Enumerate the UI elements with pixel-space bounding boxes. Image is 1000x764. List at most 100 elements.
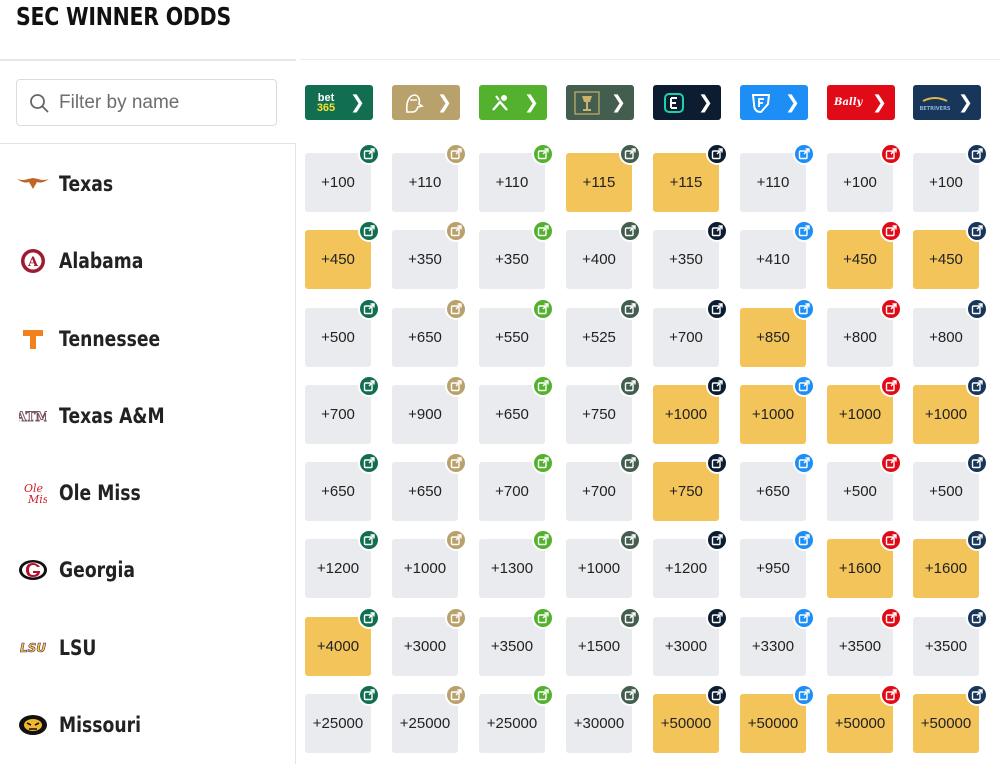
share-icon[interactable] <box>619 684 641 706</box>
share-icon[interactable] <box>793 143 815 165</box>
share-icon[interactable] <box>966 298 988 320</box>
share-icon[interactable] <box>619 220 641 242</box>
share-icon[interactable] <box>532 684 554 706</box>
odds-cell[interactable]: +750 <box>566 375 641 444</box>
team-row[interactable]: Georgia <box>0 540 296 600</box>
odds-cell[interactable]: +100 <box>913 143 988 212</box>
share-icon[interactable] <box>966 220 988 242</box>
share-icon[interactable] <box>706 607 728 629</box>
sportsbook-button[interactable]: BETRIVERS ❯ <box>913 85 981 120</box>
share-icon[interactable] <box>445 143 467 165</box>
odds-cell[interactable]: +30000 <box>566 684 641 753</box>
team-row[interactable]: Missouri <box>0 695 296 755</box>
share-icon[interactable] <box>445 529 467 551</box>
odds-cell[interactable]: +650 <box>479 375 554 444</box>
share-icon[interactable] <box>706 298 728 320</box>
share-icon[interactable] <box>445 298 467 320</box>
odds-cell[interactable]: +500 <box>305 298 380 367</box>
odds-cell[interactable]: +1000 <box>566 529 641 598</box>
share-icon[interactable] <box>706 375 728 397</box>
share-icon[interactable] <box>445 607 467 629</box>
share-icon[interactable] <box>793 529 815 551</box>
odds-cell[interactable]: +110 <box>479 143 554 212</box>
share-icon[interactable] <box>619 298 641 320</box>
share-icon[interactable] <box>793 375 815 397</box>
odds-cell[interactable]: +110 <box>392 143 467 212</box>
share-icon[interactable] <box>358 684 380 706</box>
filter-input[interactable] <box>59 91 259 114</box>
share-icon[interactable] <box>532 529 554 551</box>
share-icon[interactable] <box>880 220 902 242</box>
odds-cell[interactable]: +50000 <box>740 684 815 753</box>
odds-cell[interactable]: +1200 <box>653 529 728 598</box>
odds-cell[interactable]: +115 <box>566 143 641 212</box>
share-icon[interactable] <box>793 452 815 474</box>
share-icon[interactable] <box>532 375 554 397</box>
share-icon[interactable] <box>358 143 380 165</box>
share-icon[interactable] <box>793 220 815 242</box>
odds-cell[interactable]: +1600 <box>827 529 902 598</box>
odds-cell[interactable]: +350 <box>479 220 554 289</box>
odds-cell[interactable]: +110 <box>740 143 815 212</box>
share-icon[interactable] <box>358 529 380 551</box>
odds-cell[interactable]: +410 <box>740 220 815 289</box>
odds-cell[interactable]: +700 <box>479 452 554 521</box>
share-icon[interactable] <box>793 684 815 706</box>
odds-cell[interactable]: +3500 <box>479 607 554 676</box>
share-icon[interactable] <box>706 143 728 165</box>
odds-cell[interactable]: +3000 <box>653 607 728 676</box>
share-icon[interactable] <box>358 375 380 397</box>
share-icon[interactable] <box>966 607 988 629</box>
share-icon[interactable] <box>880 143 902 165</box>
odds-cell[interactable]: +50000 <box>827 684 902 753</box>
odds-cell[interactable]: +25000 <box>305 684 380 753</box>
odds-cell[interactable]: +650 <box>305 452 380 521</box>
odds-cell[interactable]: +3300 <box>740 607 815 676</box>
odds-cell[interactable]: +3500 <box>827 607 902 676</box>
odds-cell[interactable]: +650 <box>740 452 815 521</box>
share-icon[interactable] <box>706 452 728 474</box>
odds-cell[interactable]: +700 <box>653 298 728 367</box>
share-icon[interactable] <box>619 607 641 629</box>
odds-cell[interactable]: +700 <box>566 452 641 521</box>
odds-cell[interactable]: +400 <box>566 220 641 289</box>
share-icon[interactable] <box>445 452 467 474</box>
share-icon[interactable] <box>445 220 467 242</box>
odds-cell[interactable]: +850 <box>740 298 815 367</box>
odds-cell[interactable]: +1500 <box>566 607 641 676</box>
share-icon[interactable] <box>966 529 988 551</box>
odds-cell[interactable]: +800 <box>913 298 988 367</box>
odds-cell[interactable]: +25000 <box>392 684 467 753</box>
odds-cell[interactable]: +450 <box>827 220 902 289</box>
odds-cell[interactable]: +50000 <box>653 684 728 753</box>
share-icon[interactable] <box>445 375 467 397</box>
share-icon[interactable] <box>880 607 902 629</box>
share-icon[interactable] <box>532 607 554 629</box>
odds-cell[interactable]: +750 <box>653 452 728 521</box>
odds-cell[interactable]: +500 <box>913 452 988 521</box>
odds-cell[interactable]: +650 <box>392 452 467 521</box>
odds-cell[interactable]: +1300 <box>479 529 554 598</box>
odds-cell[interactable]: +4000 <box>305 607 380 676</box>
share-icon[interactable] <box>619 529 641 551</box>
share-icon[interactable] <box>358 607 380 629</box>
sportsbook-button[interactable]: Bally ❯ <box>827 85 895 120</box>
team-row[interactable]: OleMissOle Miss <box>0 463 296 523</box>
share-icon[interactable] <box>358 452 380 474</box>
share-icon[interactable] <box>966 143 988 165</box>
share-icon[interactable] <box>880 298 902 320</box>
team-row[interactable]: ATM Texas A&M <box>0 386 296 446</box>
odds-cell[interactable]: +1000 <box>653 375 728 444</box>
sportsbook-button[interactable]: ❯ <box>653 85 721 120</box>
share-icon[interactable] <box>793 298 815 320</box>
odds-cell[interactable]: +650 <box>392 298 467 367</box>
odds-cell[interactable]: +450 <box>913 220 988 289</box>
share-icon[interactable] <box>619 375 641 397</box>
odds-cell[interactable]: +100 <box>827 143 902 212</box>
odds-cell[interactable]: +100 <box>305 143 380 212</box>
share-icon[interactable] <box>880 452 902 474</box>
sportsbook-button[interactable]: bet 365 ❯ <box>305 85 373 120</box>
share-icon[interactable] <box>706 684 728 706</box>
share-icon[interactable] <box>445 684 467 706</box>
share-icon[interactable] <box>880 684 902 706</box>
